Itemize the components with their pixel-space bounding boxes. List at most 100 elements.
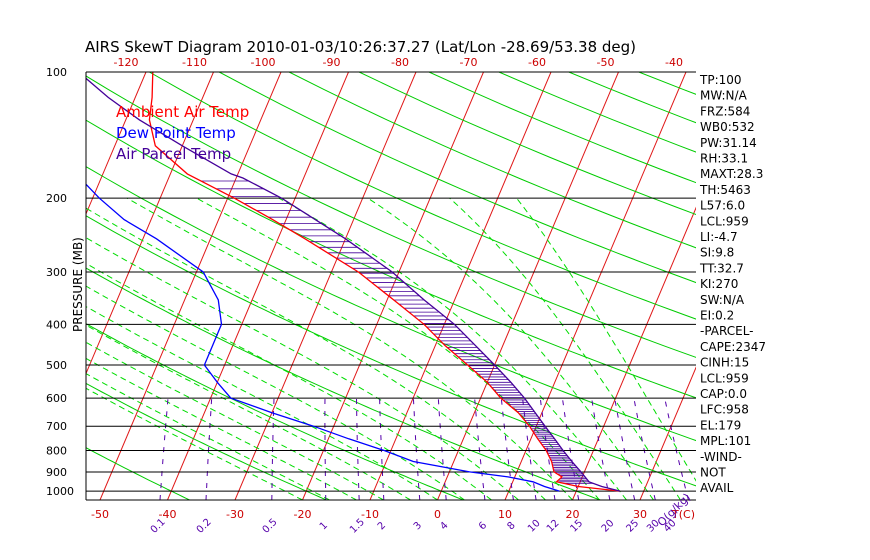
mixing-ratio-line [474,398,486,500]
moist-adiabat [278,197,627,500]
isotherm [369,72,552,500]
dry-adiabat [218,72,696,284]
index-entry: LCL:959 [700,214,749,228]
ambient-temp-line [148,72,621,492]
bottom-temp-tick-label: 20 [566,508,580,521]
isotherm [86,72,214,375]
pressure-tick-label: 800 [46,445,67,458]
pressure-tick-label: 500 [46,359,67,372]
index-entry: TP:100 [699,73,742,87]
mixing-ratio-tick-label: 0.5 [261,517,280,536]
moist-adiabat [516,197,696,482]
mixing-ratio-line [500,398,514,500]
dry-adiabat [149,72,696,320]
moist-adiabat [86,306,438,500]
dry-adiabat [86,382,327,500]
isotherm [0,72,79,500]
mixing-ratio-line [614,398,636,500]
isotherm [99,72,282,500]
bottom-temp-tick-label: 30 [633,508,647,521]
bottom-unit-label: T(C) [671,508,695,521]
isotherm [302,72,484,500]
top-temp-tick-label: -90 [323,56,341,69]
mixing-ratio-line [591,398,611,500]
index-entry: MW:N/A [700,89,748,103]
isobars [86,71,696,492]
moist-adiabat [86,262,492,500]
top-temp-tick-label: -80 [391,56,409,69]
index-entry: RH:33.1 [700,152,748,166]
mixing-ratio-tick-label: 4 [438,520,450,532]
moist-adiabat [196,197,600,500]
bottom-temp-tick-label: 0 [434,508,441,521]
index-entry: EL:179 [700,418,741,432]
parcel-temp-line [86,77,621,492]
index-entry: SW:N/A [700,293,745,307]
dew-point-line [86,183,560,492]
mixing-ratio-tick-label: 6 [477,520,489,532]
moist-adiabat [367,197,654,500]
top-temp-tick-label: -70 [460,56,478,69]
bottom-temp-tick-label: -20 [294,508,312,521]
moist-adiabat [86,237,519,500]
top-temp-tick-label: -50 [597,56,615,69]
index-entry: PW:31.14 [700,136,757,150]
mixing-ratio-tick-label: 10 [526,518,543,535]
mixing-ratio-line [412,398,421,500]
axes [85,71,696,501]
top-temp-tick-label: -120 [114,56,139,69]
index-entry: MAXT:28.3 [700,167,763,181]
isotherm [775,72,870,500]
bottom-temp-tick-label: -50 [91,508,109,521]
index-entry: LI:-4.7 [700,230,738,244]
moist-adiabat [86,285,465,500]
dry-adiabat [86,215,696,487]
legend-entry: Dew Point Temp [116,124,236,142]
isotherm [0,72,11,500]
bottom-temp-tick-label: -10 [361,508,379,521]
top-temp-tick-label: -40 [665,56,683,69]
mixing-ratio-tick-label: 20 [600,518,617,535]
bottom-temp-ticks: -50 -40 -30 -20 -10 0 10 20 30 [91,508,647,521]
profiles [86,72,621,492]
mixing-ratio-line [633,398,656,500]
isotherm [167,72,349,500]
isotherm [234,72,417,500]
index-entry: WB0:532 [700,120,755,134]
top-temp-tick-label: -100 [251,56,276,69]
index-entry: LFC:958 [700,403,749,417]
pressure-tick-label: 1000 [46,485,74,498]
isotherm [639,366,696,500]
y-axis-label: PRESSURE (MB) [71,237,85,332]
dry-adiabat [86,447,190,500]
cape-hatch [201,180,594,484]
mixing-ratio-tick-label: 2 [376,520,388,532]
mixing-ratio-tick-label: 0.2 [195,517,214,536]
top-temp-ticks: -120 -110 -100 -90 -80 -70 -60 -50 -40 [114,56,683,69]
index-entry: FRZ:584 [700,104,750,118]
index-entry: TH:5463 [699,183,751,197]
bottom-temp-tick-label: 10 [498,508,512,521]
pressure-tick-label: 600 [46,392,67,405]
index-entry: SI:9.8 [700,246,734,260]
dry-adiabat [428,72,696,184]
index-entry: -WIND- [700,450,742,464]
moist-adiabat [86,207,546,500]
top-temp-tick-label: -60 [528,56,546,69]
mixing-ratio-line [159,398,169,500]
mixing-ratio-line [271,398,275,500]
dry-adiabat [86,119,696,399]
pressure-tick-label: 700 [46,420,67,433]
mixing-ratio-tick-label: 3 [412,520,424,532]
dry-adiabat [0,72,53,500]
grid-lines [0,72,870,500]
dry-adiabat [288,72,696,249]
legend: Ambient Air Temp Dew Point Temp Air Parcel… [116,103,249,163]
pressure-tick-label: 100 [46,66,67,79]
moist-adiabat [86,324,411,500]
dry-adiabat [86,267,601,500]
dry-adiabat [779,72,870,500]
moist-adiabat [86,357,357,500]
dry-adiabat [498,72,696,153]
